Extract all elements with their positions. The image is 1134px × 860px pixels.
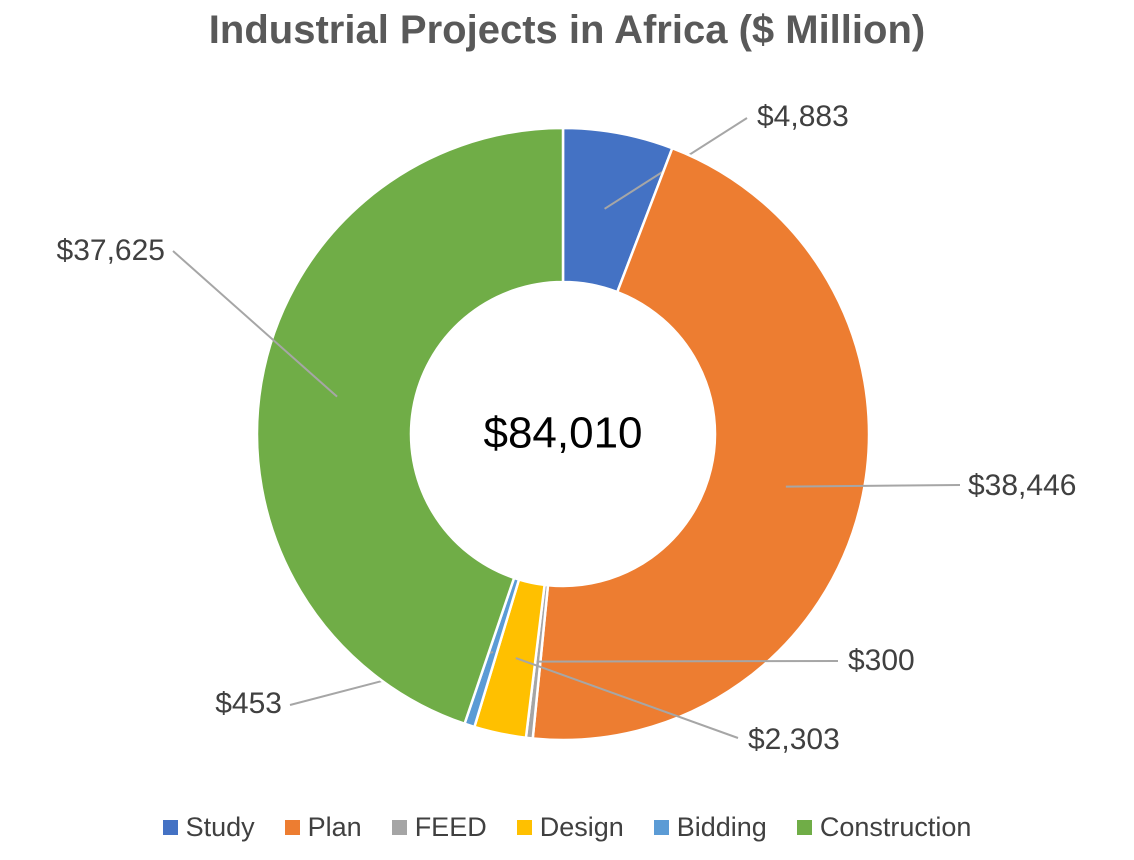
legend-label-bidding: Bidding bbox=[676, 812, 767, 842]
data-label-feed: $300 bbox=[848, 644, 915, 677]
legend-item-construction: Construction bbox=[796, 812, 972, 843]
legend-item-design: Design bbox=[516, 812, 624, 843]
data-label-bidding: $453 bbox=[215, 687, 282, 720]
legend-swatch-bidding bbox=[653, 820, 669, 835]
legend-label-construction: Construction bbox=[819, 812, 972, 842]
leader-line-plan bbox=[785, 484, 961, 488]
slice-construction bbox=[255, 126, 565, 726]
legend-swatch-feed bbox=[391, 820, 407, 835]
legend-item-bidding: Bidding bbox=[653, 812, 767, 843]
legend-swatch-design bbox=[516, 820, 532, 835]
legend-item-feed: FEED bbox=[391, 812, 487, 843]
data-label-design: $2,303 bbox=[748, 723, 840, 756]
slice-plan bbox=[531, 146, 871, 742]
legend-item-study: Study bbox=[162, 812, 255, 843]
legend-swatch-construction bbox=[796, 820, 812, 835]
chart-title: Industrial Projects in Africa ($ Million… bbox=[208, 8, 926, 52]
leader-line-construction bbox=[172, 250, 338, 398]
data-label-construction: $37,625 bbox=[57, 234, 165, 267]
data-label-study: $4,883 bbox=[757, 100, 849, 133]
legend-label-study: Study bbox=[185, 812, 255, 842]
legend-swatch-study bbox=[162, 820, 178, 835]
legend-label-feed: FEED bbox=[414, 812, 487, 842]
leader-line-feed bbox=[537, 660, 839, 663]
chart-legend: Study Plan FEED Design Bidding Construction bbox=[0, 812, 1134, 843]
leader-line-design bbox=[515, 657, 739, 739]
data-label-plan: $38,446 bbox=[968, 469, 1076, 502]
legend-label-plan: Plan bbox=[307, 812, 362, 842]
center-total-label: $84,010 bbox=[483, 409, 642, 458]
legend-item-plan: Plan bbox=[284, 812, 362, 843]
legend-swatch-plan bbox=[284, 820, 300, 835]
legend-label-design: Design bbox=[539, 812, 624, 842]
